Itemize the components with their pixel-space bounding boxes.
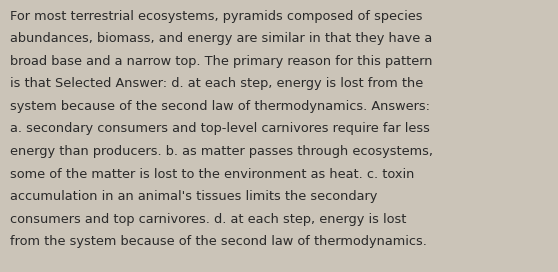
Text: is that Selected Answer: d. at each step, energy is lost from the: is that Selected Answer: d. at each step… [10,77,424,90]
Text: For most terrestrial ecosystems, pyramids composed of species: For most terrestrial ecosystems, pyramid… [10,10,422,23]
Text: a. secondary consumers and top-level carnivores require far less: a. secondary consumers and top-level car… [10,122,430,135]
Text: abundances, biomass, and energy are similar in that they have a: abundances, biomass, and energy are simi… [10,32,432,45]
Text: from the system because of the second law of thermodynamics.: from the system because of the second la… [10,235,427,248]
Text: some of the matter is lost to the environment as heat. c. toxin: some of the matter is lost to the enviro… [10,168,415,181]
Text: energy than producers. b. as matter passes through ecosystems,: energy than producers. b. as matter pass… [10,145,433,158]
Text: accumulation in an animal's tissues limits the secondary: accumulation in an animal's tissues limi… [10,190,377,203]
Text: consumers and top carnivores. d. at each step, energy is lost: consumers and top carnivores. d. at each… [10,213,406,226]
Text: broad base and a narrow top. The primary reason for this pattern: broad base and a narrow top. The primary… [10,55,432,68]
Text: system because of the second law of thermodynamics. Answers:: system because of the second law of ther… [10,100,430,113]
